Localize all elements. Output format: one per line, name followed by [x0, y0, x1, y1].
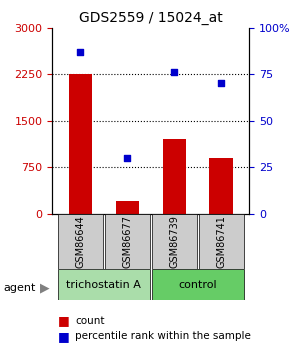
Bar	[209, 158, 233, 214]
FancyBboxPatch shape	[105, 214, 150, 269]
Text: GSM86741: GSM86741	[216, 215, 226, 268]
Text: ▶: ▶	[40, 282, 50, 295]
Text: GSM86644: GSM86644	[75, 215, 85, 268]
Text: percentile rank within the sample: percentile rank within the sample	[75, 332, 251, 341]
FancyBboxPatch shape	[152, 214, 197, 269]
Text: agent: agent	[3, 283, 35, 293]
Bar	[116, 201, 139, 214]
FancyBboxPatch shape	[58, 214, 103, 269]
Text: ■: ■	[58, 330, 70, 343]
Title: GDS2559 / 15024_at: GDS2559 / 15024_at	[79, 11, 223, 25]
Text: count: count	[75, 316, 105, 326]
FancyBboxPatch shape	[199, 214, 244, 269]
Point	[172, 70, 177, 75]
Point	[125, 155, 130, 161]
Text: ■: ■	[58, 314, 70, 327]
FancyBboxPatch shape	[152, 269, 244, 300]
Text: trichostatin A: trichostatin A	[66, 280, 141, 289]
Point	[78, 49, 83, 55]
Text: GSM86677: GSM86677	[122, 215, 132, 268]
Bar	[162, 139, 186, 214]
FancyBboxPatch shape	[58, 269, 150, 300]
Text: control: control	[178, 280, 217, 289]
Point	[219, 81, 224, 86]
Bar	[69, 74, 92, 214]
Text: GSM86739: GSM86739	[169, 215, 179, 268]
